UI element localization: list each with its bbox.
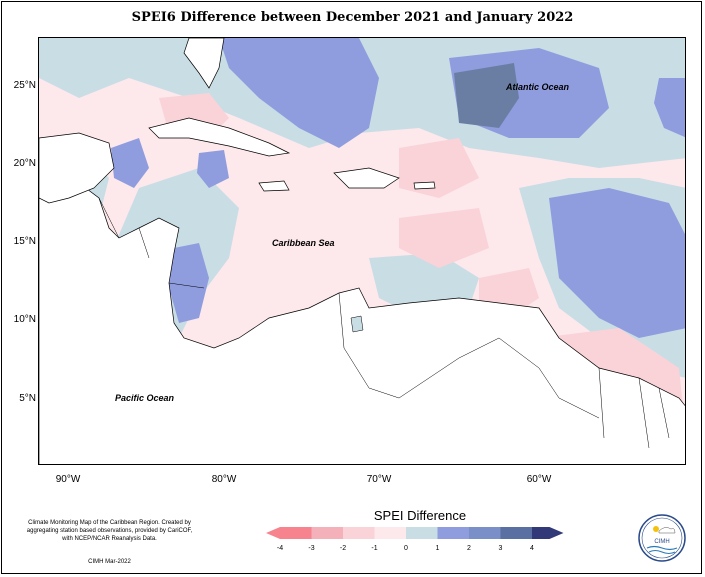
land-lake-maracaibo — [350, 315, 364, 333]
land-cuba — [148, 117, 291, 157]
spei-area-blue-panama — [169, 243, 209, 323]
credit-text: Climate Monitoring Map of the Caribbean … — [26, 520, 193, 542]
lon-label-70w: 70°W — [366, 474, 392, 485]
lon-label-60w: 60°W — [526, 474, 552, 485]
map-title: SPEI6 Difference between December 2021 a… — [131, 10, 574, 25]
legend-tick-label: 2 — [467, 545, 471, 552]
label-pacific-ocean: Pacific Ocean — [115, 393, 175, 403]
lon-label-90w: 90°W — [55, 474, 81, 485]
legend-tick-label: -1 — [371, 545, 378, 552]
spei-area-pink-colombia — [399, 208, 489, 268]
land-florida — [183, 38, 225, 89]
lat-label-25n: 25°N — [13, 80, 36, 91]
spei-area-blue-gulf — [111, 138, 149, 188]
cimh-logo: CIMH — [638, 514, 686, 562]
lat-label-20n: 20°N — [13, 158, 36, 169]
label-caribbean-sea: Caribbean Sea — [272, 238, 335, 248]
legend-title: SPEI Difference — [373, 508, 467, 523]
land-puerto-rico — [413, 181, 436, 190]
map-canvas — [39, 38, 685, 464]
svg-text:CIMH: CIMH — [654, 539, 669, 545]
credit-date: CIMH Mar-2022 — [88, 559, 131, 565]
lat-label-10n: 10°N — [13, 314, 36, 325]
spei-area-blue-east — [549, 188, 685, 338]
legend-tick-label: 1 — [435, 545, 440, 552]
spei-area-blue-northeast — [654, 78, 685, 138]
country-borders — [98, 197, 670, 449]
label-atlantic-ocean: Atlantic Ocean — [506, 82, 570, 92]
legend-tick-label: 4 — [530, 545, 534, 552]
lon-label-80w: 80°W — [211, 474, 237, 485]
map-panel — [38, 37, 686, 465]
legend-tick-label: -2 — [339, 545, 347, 552]
lat-label-15n: 15°N — [13, 236, 36, 247]
land-hispaniola — [333, 167, 400, 189]
spei-area-blue-bahamas — [219, 38, 379, 148]
land-yucatan — [39, 132, 115, 204]
lat-label-5n: 5°N — [19, 393, 36, 404]
land-jamaica — [258, 180, 290, 192]
spei-area-blue-cuba-south — [197, 150, 229, 188]
legend-tick-label: 3 — [498, 545, 503, 552]
legend-tick-label: -3 — [308, 545, 315, 552]
legend-tick-label: 0 — [404, 545, 408, 552]
legend-tick-label: -4 — [276, 545, 284, 552]
spei-area-slate-atlantic — [454, 63, 519, 128]
